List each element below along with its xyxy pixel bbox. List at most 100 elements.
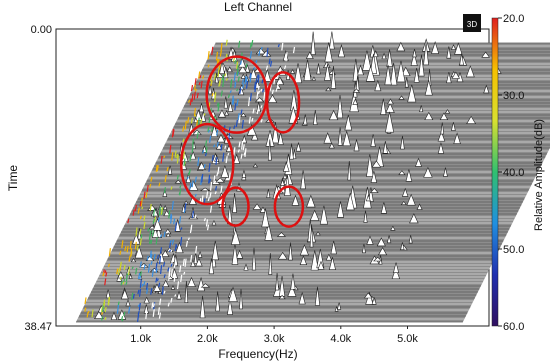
spectral-peak bbox=[167, 165, 173, 175]
amplitude-stroke bbox=[199, 75, 202, 79]
spectral-peak bbox=[454, 42, 463, 55]
amplitude-stroke bbox=[140, 197, 143, 207]
amplitude-stroke bbox=[168, 249, 172, 253]
spectral-peak bbox=[347, 161, 352, 181]
amplitude-stroke bbox=[143, 221, 146, 230]
spectral-peak bbox=[267, 139, 272, 161]
amplitude-stroke bbox=[260, 105, 263, 109]
amplitude-stroke bbox=[263, 92, 266, 101]
amplitude-stroke bbox=[156, 254, 160, 259]
spectral-peak bbox=[148, 225, 157, 230]
colorbar-tick-label: 20.0 bbox=[503, 13, 524, 25]
amplitude-stroke bbox=[193, 91, 196, 100]
amplitude-stroke bbox=[208, 174, 211, 184]
spectral-peak bbox=[352, 58, 360, 82]
amplitude-stroke bbox=[255, 60, 258, 64]
spectral-peak bbox=[481, 51, 490, 58]
amplitude-stroke bbox=[160, 207, 163, 215]
spectral-peak bbox=[150, 207, 159, 217]
spectral-peak bbox=[290, 273, 296, 290]
x-tick-label: 5.0k bbox=[397, 333, 418, 345]
spectral-peak bbox=[366, 154, 374, 177]
amplitude-stroke bbox=[151, 229, 154, 237]
amplitude-stroke bbox=[104, 306, 107, 313]
amplitude-stroke bbox=[141, 283, 144, 287]
spectral-peak bbox=[444, 108, 451, 114]
amplitude-stroke bbox=[84, 307, 87, 312]
amplitude-stroke bbox=[150, 253, 153, 259]
spectral-peak bbox=[249, 67, 258, 80]
spectral-peak bbox=[226, 66, 233, 72]
amplitude-stroke bbox=[206, 224, 210, 231]
amplitude-stroke bbox=[236, 64, 239, 70]
y-axis-label: Time bbox=[6, 165, 20, 192]
amplitude-stroke bbox=[161, 286, 164, 295]
amplitude-stroke bbox=[210, 127, 214, 132]
amplitude-stroke bbox=[243, 152, 246, 156]
amplitude-stroke bbox=[139, 228, 142, 235]
amplitude-stroke bbox=[143, 215, 146, 221]
y-ticks: 0.00 38.47 bbox=[24, 24, 52, 333]
amplitude-stroke bbox=[171, 239, 175, 245]
view-toggle-icon[interactable]: 3D bbox=[463, 14, 481, 32]
spectral-peak bbox=[319, 205, 328, 225]
x-tick-label: 4.0k bbox=[330, 333, 351, 345]
amplitude-stroke bbox=[163, 231, 166, 238]
amplitude-stroke bbox=[208, 162, 211, 172]
spectral-peak bbox=[337, 302, 342, 310]
amplitude-stroke bbox=[180, 237, 183, 246]
spectral-peak bbox=[208, 258, 215, 275]
spectral-peak bbox=[370, 187, 379, 193]
amplitude-stroke bbox=[134, 241, 137, 250]
amplitude-stroke bbox=[189, 98, 192, 106]
x-ticks: 1.0k 2.0k 3.0k 4.0k 5.0k bbox=[130, 326, 418, 345]
spectral-peak bbox=[440, 122, 445, 135]
amplitude-stroke bbox=[143, 281, 146, 286]
amplitude-stroke bbox=[215, 157, 218, 165]
colorbar-tick-label: 60.0 bbox=[503, 321, 524, 333]
amplitude-stroke bbox=[204, 152, 208, 157]
spectral-peak bbox=[439, 112, 449, 121]
spectral-peak bbox=[255, 47, 266, 55]
amplitude-stroke bbox=[101, 312, 104, 315]
spectral-peak bbox=[377, 247, 388, 256]
spectral-peak bbox=[268, 253, 273, 275]
amplitude-stroke bbox=[176, 174, 179, 180]
amplitude-stroke bbox=[247, 97, 251, 107]
amplitude-stroke bbox=[241, 140, 244, 150]
amplitude-stroke bbox=[203, 163, 206, 169]
amplitude-stroke bbox=[239, 87, 242, 95]
amplitude-stroke bbox=[170, 186, 173, 190]
spectral-peak bbox=[162, 279, 170, 288]
amplitude-stroke bbox=[265, 65, 269, 71]
amplitude-stroke bbox=[251, 39, 254, 47]
spectral-peak bbox=[306, 194, 316, 208]
amplitude-stroke bbox=[203, 217, 206, 222]
spectral-peak bbox=[282, 161, 290, 172]
amplitude-stroke bbox=[179, 185, 182, 188]
spectral-peak bbox=[357, 64, 364, 76]
amplitude-stroke bbox=[176, 281, 180, 290]
amplitude-stroke bbox=[134, 204, 137, 212]
amplitude-stroke bbox=[128, 306, 131, 314]
amplitude-stroke bbox=[202, 149, 205, 154]
spectral-peak bbox=[220, 164, 230, 178]
spectral-peak bbox=[277, 132, 284, 145]
spectral-peak bbox=[437, 130, 446, 142]
spectral-peak bbox=[261, 208, 270, 228]
amplitude-stroke bbox=[159, 234, 163, 238]
amplitude-stroke bbox=[127, 266, 131, 276]
amplitude-stroke bbox=[194, 78, 197, 85]
spectral-peak bbox=[385, 102, 395, 113]
spectral-peak bbox=[330, 66, 337, 89]
amplitude-stroke bbox=[101, 316, 104, 321]
amplitude-stroke bbox=[260, 46, 263, 50]
spectral-peak bbox=[309, 224, 314, 248]
amplitude-stroke bbox=[230, 79, 233, 88]
amplitude-stroke bbox=[155, 262, 158, 271]
amplitude-stroke bbox=[292, 46, 296, 54]
spectral-peak bbox=[230, 228, 241, 245]
amplitude-stroke bbox=[210, 80, 213, 85]
spectral-peak bbox=[174, 179, 182, 184]
amplitude-stroke bbox=[149, 230, 152, 236]
